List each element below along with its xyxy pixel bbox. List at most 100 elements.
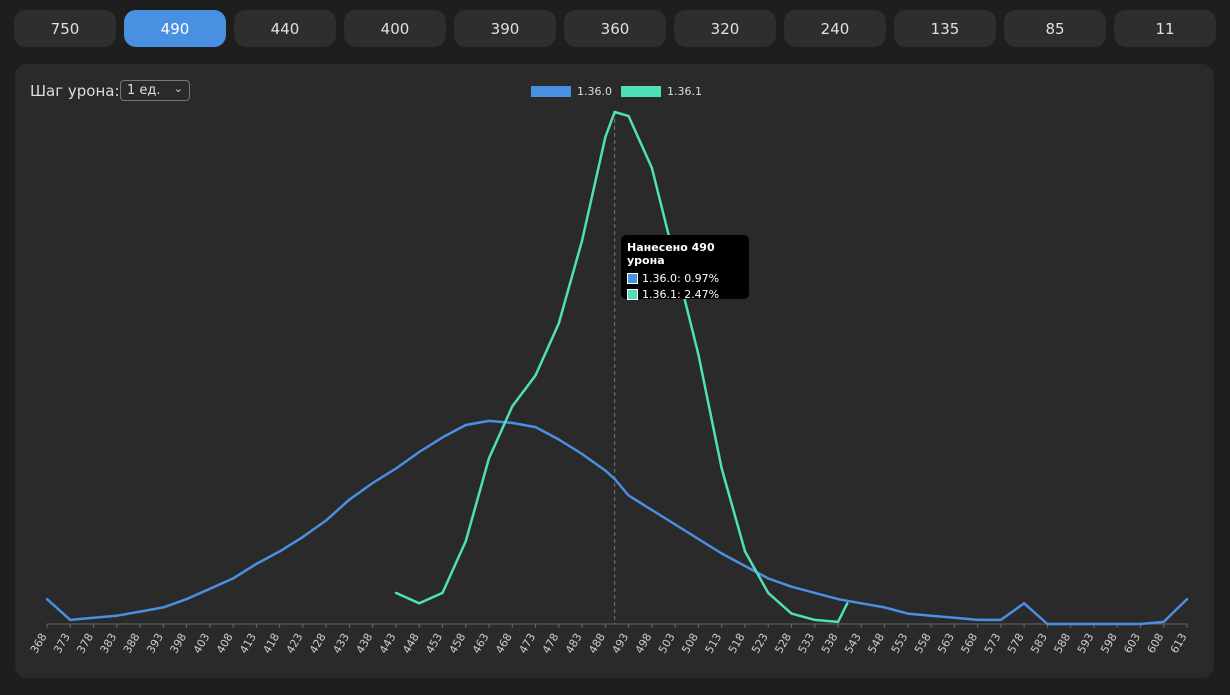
tab-135[interactable]: 135 bbox=[894, 10, 996, 47]
data-point bbox=[1046, 622, 1049, 626]
chevron-down-icon: ⌄ bbox=[173, 82, 183, 95]
data-point bbox=[557, 322, 561, 325]
tab-390[interactable]: 390 bbox=[454, 10, 556, 47]
x-tick-label: 478 bbox=[540, 631, 562, 656]
data-point bbox=[92, 616, 95, 619]
x-tick-label: 468 bbox=[493, 631, 515, 656]
x-tick-label: 588 bbox=[1052, 631, 1074, 656]
tab-320[interactable]: 320 bbox=[674, 10, 776, 47]
tab-750[interactable]: 750 bbox=[14, 10, 116, 47]
damage-step-value: 1 ед. bbox=[127, 83, 161, 98]
x-tick-label: 518 bbox=[726, 631, 748, 656]
x-tick-label: 388 bbox=[121, 631, 143, 656]
data-point bbox=[394, 591, 398, 595]
tab-240[interactable]: 240 bbox=[784, 10, 886, 47]
tooltip-title: Нанесено 490 урона bbox=[627, 241, 715, 267]
chart-tooltip: Нанесено 490 урона 1.36.0: 0.97% 1.36.1:… bbox=[621, 235, 749, 301]
tab-440[interactable]: 440 bbox=[234, 10, 336, 47]
data-point bbox=[45, 597, 49, 601]
x-tick-label: 443 bbox=[377, 631, 399, 656]
x-tick-label: 543 bbox=[842, 631, 864, 656]
data-point bbox=[580, 452, 584, 456]
data-point bbox=[534, 425, 537, 429]
x-tick-label: 558 bbox=[912, 631, 934, 656]
x-tick-label: 428 bbox=[307, 631, 329, 656]
series-line-1.36.1 bbox=[395, 110, 849, 624]
x-tick-label: 563 bbox=[935, 631, 957, 656]
data-point bbox=[999, 618, 1003, 622]
data-point bbox=[348, 498, 351, 501]
data-point bbox=[813, 618, 816, 622]
data-point bbox=[301, 535, 305, 539]
x-tick-label: 513 bbox=[703, 631, 725, 656]
x-tick-label: 603 bbox=[1121, 631, 1143, 656]
tooltip-row-label: 1.36.0: 0.97% bbox=[642, 272, 720, 285]
data-point bbox=[627, 494, 630, 497]
data-point bbox=[418, 450, 421, 454]
legend-label: 1.36.1 bbox=[667, 85, 702, 98]
data-point bbox=[557, 438, 561, 441]
x-tick-label: 383 bbox=[98, 631, 120, 656]
data-point bbox=[580, 239, 584, 242]
x-tick-label: 378 bbox=[74, 631, 96, 656]
data-point bbox=[673, 523, 677, 526]
data-point bbox=[604, 469, 607, 472]
x-tick-label: 418 bbox=[260, 631, 282, 656]
x-tick-label: 393 bbox=[144, 631, 166, 656]
tooltip-swatch bbox=[627, 289, 638, 300]
data-point bbox=[883, 606, 886, 609]
data-point bbox=[464, 423, 467, 427]
x-tick-label: 398 bbox=[167, 631, 189, 656]
tab-490[interactable]: 490 bbox=[124, 10, 226, 47]
data-point bbox=[790, 585, 793, 588]
x-tick-label: 463 bbox=[470, 631, 492, 656]
data-point bbox=[1092, 622, 1096, 626]
data-point bbox=[604, 135, 607, 139]
data-point bbox=[185, 597, 188, 601]
data-point bbox=[846, 602, 849, 605]
x-tick-label: 408 bbox=[214, 631, 236, 656]
x-tick-label: 578 bbox=[1005, 631, 1027, 656]
damage-step-label: Шаг урона: bbox=[30, 82, 120, 100]
data-point bbox=[743, 550, 747, 553]
x-tick-label: 438 bbox=[354, 631, 376, 656]
data-point bbox=[613, 110, 616, 114]
x-tick-label: 453 bbox=[423, 631, 445, 656]
data-point bbox=[720, 467, 723, 470]
tab-11[interactable]: 11 bbox=[1114, 10, 1216, 47]
tooltip-swatch bbox=[627, 273, 638, 284]
data-point bbox=[69, 618, 72, 622]
x-tick-label: 458 bbox=[447, 631, 469, 656]
tab-85[interactable]: 85 bbox=[1004, 10, 1106, 47]
data-point bbox=[162, 606, 165, 609]
data-point bbox=[534, 374, 537, 377]
damage-distribution-chart[interactable]: 368 373 378 383 388 393 398 403 408 413 418 423 428 4… bbox=[15, 64, 1214, 678]
data-point bbox=[255, 562, 258, 566]
data-point bbox=[1185, 597, 1189, 601]
x-tick-label: 373 bbox=[51, 631, 73, 656]
x-tick-label: 538 bbox=[819, 631, 841, 656]
x-tick-label: 523 bbox=[749, 631, 771, 656]
x-tick-label: 368 bbox=[28, 631, 50, 656]
data-point bbox=[208, 587, 212, 590]
data-point bbox=[138, 610, 142, 613]
data-point bbox=[906, 612, 910, 615]
data-point bbox=[441, 436, 444, 439]
x-tick-label: 423 bbox=[284, 631, 306, 656]
data-point bbox=[464, 539, 467, 543]
x-tick-label: 448 bbox=[400, 631, 422, 656]
tab-400[interactable]: 400 bbox=[344, 10, 446, 47]
data-point bbox=[650, 508, 654, 512]
data-point bbox=[1139, 622, 1142, 626]
x-tick-label: 483 bbox=[563, 631, 585, 656]
series-line-1.36.0 bbox=[46, 419, 1188, 626]
data-point bbox=[511, 421, 514, 425]
data-point bbox=[790, 612, 793, 615]
tab-360[interactable]: 360 bbox=[564, 10, 666, 47]
damage-step-select[interactable]: 1 ед. ⌄ bbox=[120, 80, 190, 101]
x-tick-label: 403 bbox=[191, 631, 213, 656]
data-point bbox=[613, 477, 616, 481]
data-point bbox=[720, 552, 723, 555]
data-point bbox=[836, 597, 840, 601]
tooltip-row: 1.36.0: 0.97% bbox=[627, 272, 743, 285]
